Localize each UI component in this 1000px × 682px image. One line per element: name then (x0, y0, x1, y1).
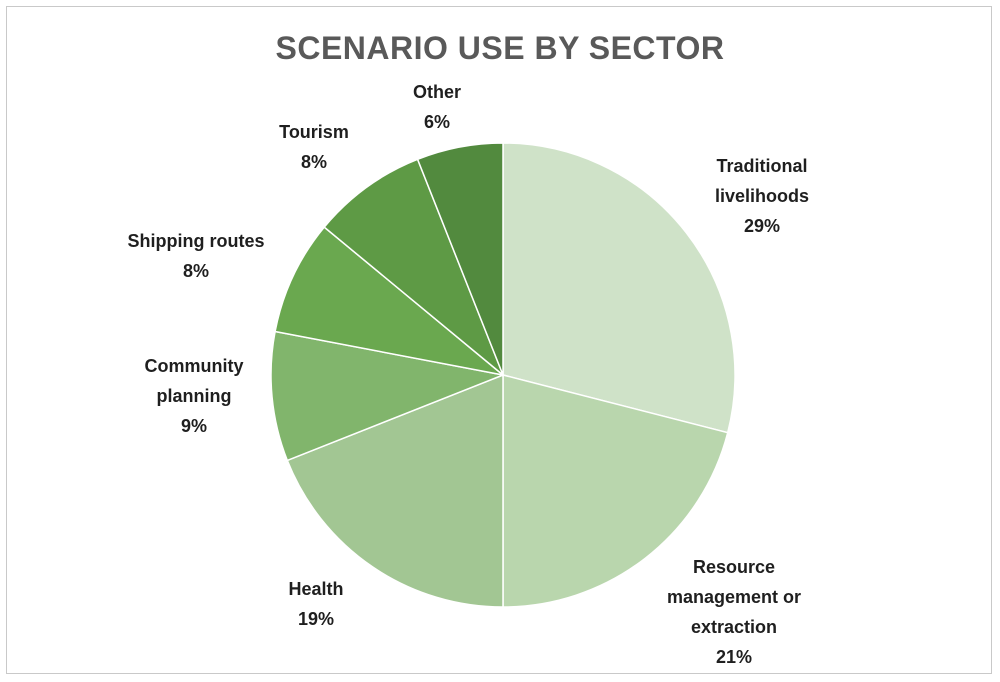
slice-name-label: extraction (691, 617, 777, 637)
slice-label: Traditional livelihoods 29% (715, 156, 809, 236)
pie-slice (502, 374, 729, 608)
slice-value-label: 19% (298, 609, 334, 629)
slice-label: Resource management or extraction 21% (667, 557, 801, 667)
slice-name-label: planning (157, 386, 232, 406)
pie-slice (274, 226, 504, 376)
slice-name-label: Tourism (279, 122, 349, 142)
slice-value-label: 29% (744, 216, 780, 236)
slice-value-label: 8% (301, 152, 327, 172)
slice-value-label: 9% (181, 416, 207, 436)
slice-name-label: Health (288, 579, 343, 599)
slice-label: Tourism 8% (279, 122, 349, 172)
slice-name-label: Shipping routes (128, 231, 265, 251)
slice-name-label: livelihoods (715, 186, 809, 206)
slice-label: Shipping routes 8% (128, 231, 265, 281)
slice-name-label: Resource (693, 557, 775, 577)
slice-name-label: Other (413, 82, 461, 102)
chart-title: SCENARIO USE BY SECTOR (275, 30, 725, 66)
pie-slice (502, 142, 736, 434)
slice-name-label: Traditional (716, 156, 807, 176)
slice-value-label: 21% (716, 647, 752, 667)
slice-value-label: 8% (183, 261, 209, 281)
slice-label: Community planning 9% (145, 356, 244, 436)
pie-slice (323, 158, 504, 376)
slice-name-label: management or (667, 587, 801, 607)
slice-name-label: Community (145, 356, 244, 376)
slice-value-label: 6% (424, 112, 450, 132)
pie-slice (286, 373, 504, 608)
pie-slice (270, 330, 506, 462)
pie-slice (416, 142, 504, 376)
slice-label: Other 6% (413, 82, 461, 132)
slice-label: Health 19% (288, 579, 343, 629)
